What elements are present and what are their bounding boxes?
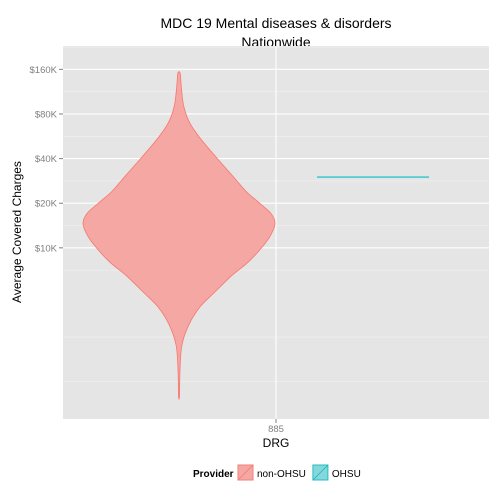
- y-tick-label: $40K: [35, 154, 58, 165]
- chart-title: MDC 19 Mental diseases & disorders: [160, 15, 391, 31]
- legend-key-slash: [237, 464, 254, 481]
- y-tick-label: $10K: [35, 243, 58, 254]
- x-axis-ticks: 885: [268, 419, 284, 435]
- x-axis-label: DRG: [263, 436, 290, 450]
- legend-title: Provider: [193, 469, 234, 480]
- violin-marks: [82, 71, 429, 400]
- legend-label: OHSU: [332, 469, 361, 480]
- y-tick-label: $80K: [35, 109, 58, 120]
- y-axis-ticks: $10K $20K $40K $80K $160K: [30, 65, 63, 254]
- x-tick-label: 885: [268, 424, 284, 435]
- legend: Provider non-OHSU OHSU: [193, 464, 361, 481]
- y-tick-label: $160K: [30, 65, 58, 76]
- legend-label: non-OHSU: [257, 469, 306, 480]
- legend-key-slash: [312, 464, 329, 481]
- violin-non-ohsu: [82, 71, 276, 400]
- y-axis-label: Average Covered Charges: [10, 161, 24, 303]
- y-tick-label: $20K: [35, 199, 58, 210]
